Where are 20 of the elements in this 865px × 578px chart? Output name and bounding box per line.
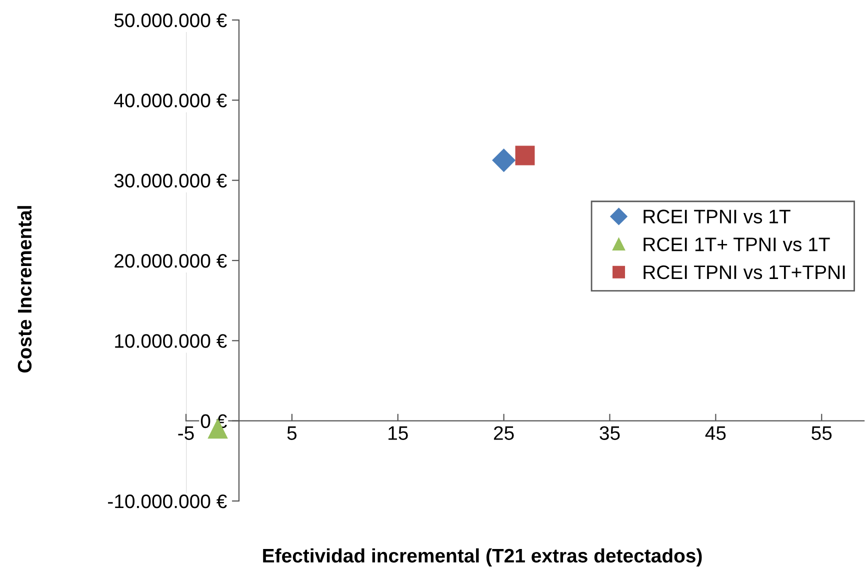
x-tick-label: -5 bbox=[178, 426, 194, 440]
x-tick-label: 35 bbox=[600, 426, 620, 440]
point bbox=[492, 148, 516, 172]
y-tick-label: 30.000.000 € bbox=[114, 174, 227, 188]
point bbox=[515, 146, 535, 166]
x-tick-label: 45 bbox=[705, 426, 726, 440]
y-tick-label: 50.000.000 € bbox=[114, 13, 227, 28]
legend-label: RCEI TPNI vs 1T+TPNI bbox=[644, 265, 845, 280]
x-tick-label: 55 bbox=[812, 426, 832, 440]
x-tick-label: 25 bbox=[494, 426, 514, 440]
y-tick-label: 10.000.000 € bbox=[115, 334, 227, 348]
legend-label: RCEI TPNI vs 1T bbox=[644, 210, 790, 224]
y-axis-title: Coste Incremental bbox=[17, 206, 32, 372]
x-tick-label: 5 bbox=[287, 426, 297, 440]
x-tick-label: 15 bbox=[388, 426, 408, 440]
y-tick-label: 40.000.000 € bbox=[114, 94, 227, 108]
x-axis-title: Efectividad incremental (T21 extras detectados) bbox=[263, 548, 702, 566]
y-tick-label: 20.000.000 € bbox=[114, 254, 227, 268]
y-tick-label: -10.000.000 € bbox=[108, 494, 227, 508]
legend-label: RCEI 1T+ TPNI vs 1T bbox=[644, 238, 830, 252]
